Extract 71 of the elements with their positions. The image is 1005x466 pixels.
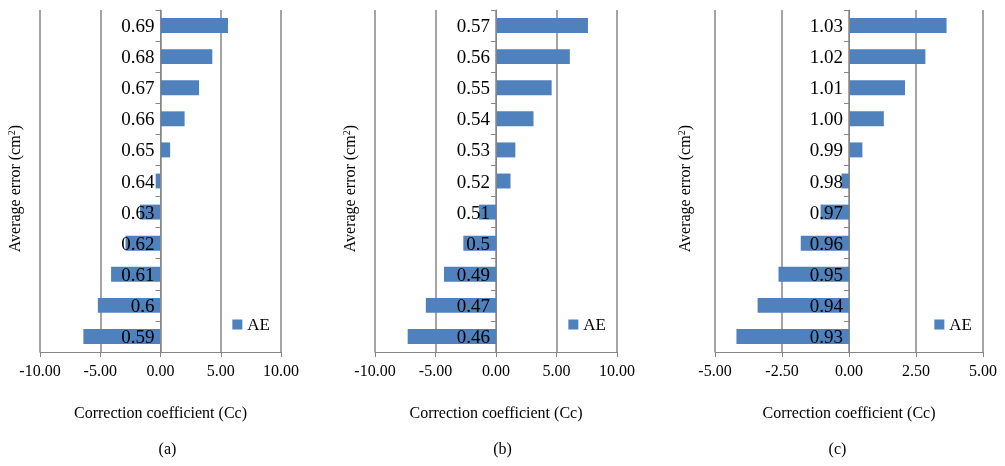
x-axis-title: Correction coefficient (Cc): [762, 403, 936, 422]
y-tick-label: 0.57: [456, 15, 490, 37]
y-tick-label: 0.5: [466, 232, 490, 254]
y-tick-label: 0.68: [121, 46, 155, 68]
y-tick-label: 0.96: [809, 232, 843, 254]
y-tick-label: 0.67: [121, 77, 155, 99]
y-tick-label: 0.95: [809, 263, 843, 285]
bar: [496, 18, 588, 34]
y-tick-label: 1.02: [809, 46, 843, 68]
y-tick-label: 0.65: [121, 139, 155, 161]
x-tick-label: 5.00: [969, 361, 997, 379]
bar: [496, 173, 511, 189]
bar: [160, 111, 185, 127]
y-axis-title: Average error (cm2): [675, 125, 694, 253]
y-tick-label: 0.52: [456, 170, 490, 192]
y-tick-label: 0.93: [809, 325, 843, 347]
y-tick-label: 0.56: [456, 46, 490, 68]
bar: [849, 49, 926, 65]
y-tick-label: 0.94: [809, 294, 844, 316]
bar: [160, 49, 213, 65]
y-tick-label: 0.46: [456, 325, 490, 347]
bar: [496, 80, 552, 96]
x-axis-title: Correction coefficient (Cc): [74, 403, 247, 422]
x-tick-label: 5.00: [206, 361, 235, 379]
y-tick-label: 0.49: [456, 263, 490, 285]
y-tick-label: 0.64: [121, 170, 155, 192]
x-tick-label: 10.00: [599, 361, 635, 379]
y-tick-label: 0.61: [121, 263, 155, 285]
x-tick-label: -2.50: [765, 361, 799, 379]
x-tick-label: -5.00: [698, 361, 732, 379]
x-tick-label: 5.00: [542, 361, 571, 379]
x-tick-label: 0.00: [835, 361, 863, 379]
bar: [160, 18, 228, 34]
x-axis-title: Correction coefficient (Cc): [409, 403, 583, 422]
y-tick-label: 0.53: [456, 139, 490, 161]
y-tick-label: 1.01: [809, 77, 843, 99]
x-tick-label: 0.00: [146, 361, 175, 379]
x-tick-label: -5.00: [83, 361, 117, 379]
bar: [849, 18, 947, 34]
bar: [160, 80, 200, 96]
x-tick-label: -10.00: [19, 361, 61, 379]
bar: [849, 111, 884, 127]
legend-label: AE: [583, 315, 607, 334]
y-tick-label: 0.66: [121, 108, 155, 130]
x-tick-label: -10.00: [354, 361, 396, 379]
legend-label: AE: [247, 315, 271, 334]
x-tick-label: 0.00: [482, 361, 510, 379]
y-tick-label: 0.47: [456, 294, 490, 316]
x-tick-label: 2.50: [902, 361, 930, 379]
y-tick-label: 0.6: [130, 294, 155, 316]
bar: [160, 142, 171, 158]
y-tick-label: 0.69: [121, 15, 155, 37]
bar: [496, 111, 534, 127]
y-tick-label: 1.00: [809, 108, 843, 130]
bar: [496, 142, 516, 158]
y-tick-label: 1.03: [809, 15, 843, 37]
x-tick-label: -5.00: [418, 361, 453, 379]
y-tick-label: 0.54: [456, 108, 491, 130]
text: (b): [493, 439, 512, 458]
text: (a): [158, 439, 177, 458]
y-axis-title: Average error (cm2): [5, 125, 24, 253]
y-tick-label: 0.55: [456, 77, 490, 99]
y-tick-label: 0.59: [121, 325, 155, 347]
bar: [849, 142, 863, 158]
text: (c): [828, 439, 847, 458]
bar: [849, 80, 906, 96]
x-tick-label: 10.00: [263, 361, 299, 379]
bar: [496, 49, 570, 65]
y-tick-label: 0.99: [809, 139, 843, 161]
y-axis-title: Average error (cm2): [340, 125, 359, 253]
legend-label: AE: [949, 315, 973, 334]
